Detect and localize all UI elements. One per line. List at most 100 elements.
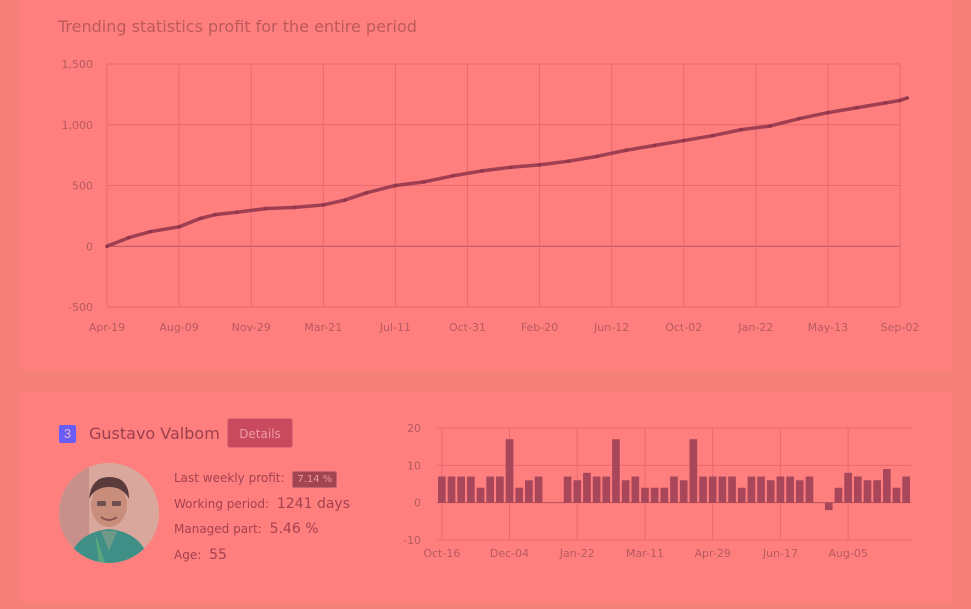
x-tick-label: Dec-04 bbox=[490, 547, 529, 560]
bar bbox=[795, 480, 804, 503]
data-point bbox=[797, 116, 801, 121]
bar bbox=[766, 480, 775, 503]
data-point bbox=[263, 206, 268, 211]
bar bbox=[486, 476, 495, 503]
bar bbox=[670, 476, 678, 503]
bar bbox=[844, 472, 852, 503]
x-tick-label: Jul-11 bbox=[379, 321, 411, 334]
bar bbox=[728, 476, 736, 503]
bar bbox=[757, 476, 765, 503]
y-tick-label: 0 bbox=[86, 240, 93, 253]
age-row: Age: 55 bbox=[174, 547, 227, 563]
avatar bbox=[59, 463, 159, 563]
data-point bbox=[321, 203, 326, 207]
bar bbox=[776, 476, 785, 503]
data-point bbox=[898, 98, 902, 103]
data-point bbox=[883, 101, 888, 105]
bar bbox=[476, 487, 485, 503]
data-point bbox=[343, 198, 347, 202]
data-point bbox=[624, 148, 628, 153]
x-tick-label: Mar-21 bbox=[304, 321, 342, 334]
x-tick-label: Apr-29 bbox=[695, 547, 731, 560]
data-point bbox=[768, 124, 773, 128]
weekly-profit-label: Last weekly profit: bbox=[174, 471, 285, 485]
data-point bbox=[364, 190, 369, 195]
data-point bbox=[126, 235, 131, 240]
data-point bbox=[537, 163, 542, 167]
y-tick-label: 500 bbox=[72, 180, 93, 193]
x-tick-label: Jun-12 bbox=[593, 321, 629, 334]
data-point bbox=[105, 244, 109, 249]
working-period-row: Working period: 1241 days bbox=[174, 496, 350, 512]
data-point bbox=[739, 127, 744, 132]
bar bbox=[525, 480, 533, 503]
working-period-label: Working period: bbox=[174, 497, 270, 511]
data-point bbox=[213, 212, 217, 217]
rank-badge: 3 bbox=[59, 425, 76, 443]
bar bbox=[621, 480, 630, 503]
data-point bbox=[148, 229, 153, 234]
bar bbox=[563, 476, 572, 503]
bar bbox=[882, 469, 891, 503]
x-tick-label: Apr-19 bbox=[89, 321, 125, 334]
data-point bbox=[566, 159, 571, 163]
bar bbox=[824, 502, 833, 511]
managed-part-row: Managed part: 5.46 % bbox=[174, 521, 319, 537]
age-value: 55 bbox=[209, 547, 227, 563]
x-tick-label: May-13 bbox=[808, 321, 849, 334]
y-tick-label: 1,000 bbox=[62, 119, 94, 132]
data-point bbox=[292, 205, 297, 210]
trader-name[interactable]: Gustavo Valbom bbox=[89, 424, 220, 443]
bar bbox=[718, 476, 727, 503]
bar bbox=[892, 487, 901, 503]
bar bbox=[505, 439, 514, 503]
bar bbox=[467, 476, 475, 503]
x-tick-label: Mar-11 bbox=[626, 547, 664, 560]
x-tick-label: Oct-16 bbox=[423, 547, 460, 560]
bar bbox=[699, 476, 707, 503]
x-tick-label: Feb-20 bbox=[521, 321, 558, 334]
bar bbox=[747, 476, 756, 503]
trader-card: 3 Gustavo Valbom Details Last weekly pro… bbox=[19, 391, 952, 602]
bar bbox=[583, 472, 591, 503]
bar bbox=[650, 487, 659, 503]
x-tick-label: Nov-29 bbox=[232, 321, 271, 334]
x-tick-label: Oct-02 bbox=[665, 321, 702, 334]
data-point bbox=[653, 143, 657, 148]
bar bbox=[853, 476, 862, 503]
bar bbox=[834, 487, 843, 503]
y-tick-label: 0 bbox=[414, 497, 421, 510]
y-tick-label: 1,500 bbox=[62, 58, 94, 71]
bar bbox=[457, 476, 466, 503]
x-tick-label: Oct-31 bbox=[449, 321, 486, 334]
y-tick-label: 20 bbox=[407, 422, 421, 435]
weekly-profit-badge: 7.14 % bbox=[292, 471, 338, 488]
data-point bbox=[393, 183, 398, 188]
data-point bbox=[854, 105, 859, 110]
bar bbox=[641, 487, 649, 503]
working-period-value: 1241 days bbox=[276, 496, 350, 512]
x-tick-label: Jun-17 bbox=[762, 547, 798, 560]
data-point bbox=[905, 96, 910, 100]
data-point bbox=[826, 110, 830, 115]
bar bbox=[660, 487, 669, 503]
data-point bbox=[422, 180, 427, 184]
x-tick-label: Jan-22 bbox=[737, 321, 773, 334]
y-tick-label: -10 bbox=[403, 534, 421, 547]
x-tick-label: Aug-05 bbox=[828, 547, 867, 560]
bar bbox=[689, 439, 698, 503]
profit-series-line bbox=[106, 96, 908, 248]
bar bbox=[863, 480, 872, 503]
bar bbox=[679, 480, 688, 503]
bar bbox=[496, 476, 504, 503]
bar bbox=[447, 476, 456, 503]
profit-line-chart: 1,500 1,000 500 0 -500 Apr-19 Aug-09 Nov-29 Mar-… bbox=[62, 58, 920, 334]
bar bbox=[534, 476, 543, 503]
bar bbox=[573, 480, 582, 503]
data-point bbox=[451, 173, 455, 178]
data-point bbox=[681, 138, 686, 143]
x-tick-label: Sep-02 bbox=[881, 321, 920, 334]
details-button[interactable]: Details bbox=[227, 418, 293, 448]
y-tick-label: 10 bbox=[407, 459, 421, 472]
